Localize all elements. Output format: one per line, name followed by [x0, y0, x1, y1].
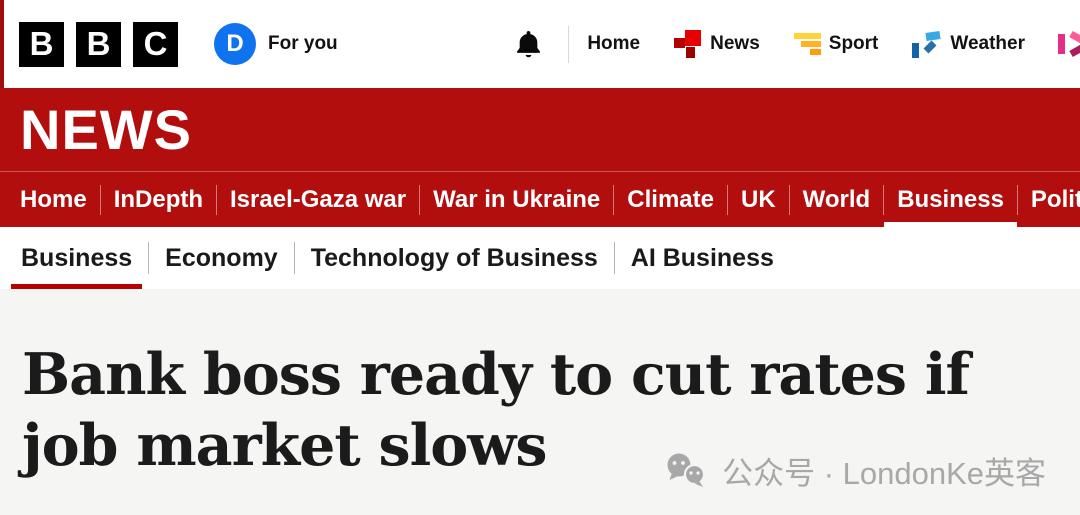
bbc-logo-letter: B — [76, 21, 121, 67]
article-headline: Bank boss ready to cut rates if job mark… — [22, 341, 970, 479]
secondary-nav: Business Economy Technology of Business … — [0, 227, 1080, 289]
secondary-nav-ai-business[interactable]: AI Business — [630, 243, 774, 272]
bbc-logo-letter: B — [19, 21, 64, 67]
secondary-nav-economy[interactable]: Economy — [165, 243, 278, 272]
nav-separator — [726, 184, 728, 215]
news-icon — [673, 30, 702, 58]
primary-nav-climate[interactable]: Climate — [627, 185, 714, 213]
primary-nav-world[interactable]: World — [802, 185, 871, 213]
left-red-edge — [0, 0, 4, 88]
topbar-nav-home[interactable]: Home — [587, 33, 640, 55]
nav-separator — [1016, 184, 1018, 215]
nav-separator — [419, 184, 421, 215]
bbc-logo-letter: C — [133, 21, 178, 67]
nav-separator — [883, 184, 885, 215]
primary-nav-politics[interactable]: Politics — [1030, 185, 1080, 213]
topbar-home-label: Home — [587, 33, 641, 54]
primary-nav-home[interactable]: Home — [20, 185, 87, 213]
topbar-nav-iplayer[interactable] — [1058, 29, 1080, 59]
primary-nav-israel-gaza-war[interactable]: Israel-Gaza war — [230, 185, 407, 213]
nav-separator — [613, 242, 615, 274]
primary-nav-business[interactable]: Business — [884, 172, 1017, 227]
account-button[interactable]: D For you — [214, 23, 338, 65]
nav-separator — [788, 184, 790, 215]
wechat-icon — [665, 452, 709, 489]
notifications-bell-icon[interactable] — [515, 29, 542, 60]
topbar-sport-label: Sport — [828, 33, 879, 54]
watermark-label: 公众号 · LondonKe英客 — [722, 456, 1046, 491]
article-area: Bank boss ready to cut rates if job mark… — [0, 289, 1080, 514]
weather-icon — [911, 30, 942, 58]
topbar-divider — [568, 25, 570, 63]
topbar-nav-sport[interactable]: Sport — [793, 33, 879, 55]
primary-nav-war-in-ukraine[interactable]: War in Ukraine — [433, 185, 601, 213]
account-label: For you — [268, 33, 338, 54]
topbar-weather-label: Weather — [950, 33, 1025, 54]
nav-separator — [216, 184, 218, 215]
bbc-logo[interactable]: B B C — [19, 21, 178, 67]
topbar-nav-news[interactable]: News — [673, 30, 760, 58]
primary-nav: Home InDepth Israel-Gaza war War in Ukra… — [0, 172, 1080, 227]
nav-separator — [148, 242, 150, 274]
masthead-title: NEWS — [20, 97, 192, 161]
news-masthead[interactable]: NEWS — [0, 88, 1080, 172]
topbar-nav-weather[interactable]: Weather — [911, 30, 1025, 58]
secondary-nav-technology-of-business[interactable]: Technology of Business — [310, 243, 598, 272]
sport-icon — [793, 33, 821, 55]
nav-separator — [293, 242, 295, 274]
primary-nav-uk[interactable]: UK — [740, 185, 776, 213]
iplayer-icon — [1058, 29, 1080, 59]
watermark: 公众号 · LondonKe英客 — [665, 448, 1046, 493]
primary-nav-indepth[interactable]: InDepth — [113, 185, 204, 213]
secondary-nav-business[interactable]: Business — [11, 227, 143, 289]
topbar-nav: Home News Sport — [587, 29, 1080, 59]
nav-separator — [99, 184, 101, 215]
nav-separator — [613, 184, 615, 215]
topbar-news-label: News — [710, 33, 760, 54]
top-navigation-bar: B B C D For you Home News — [0, 0, 1080, 88]
account-avatar: D — [214, 23, 256, 65]
